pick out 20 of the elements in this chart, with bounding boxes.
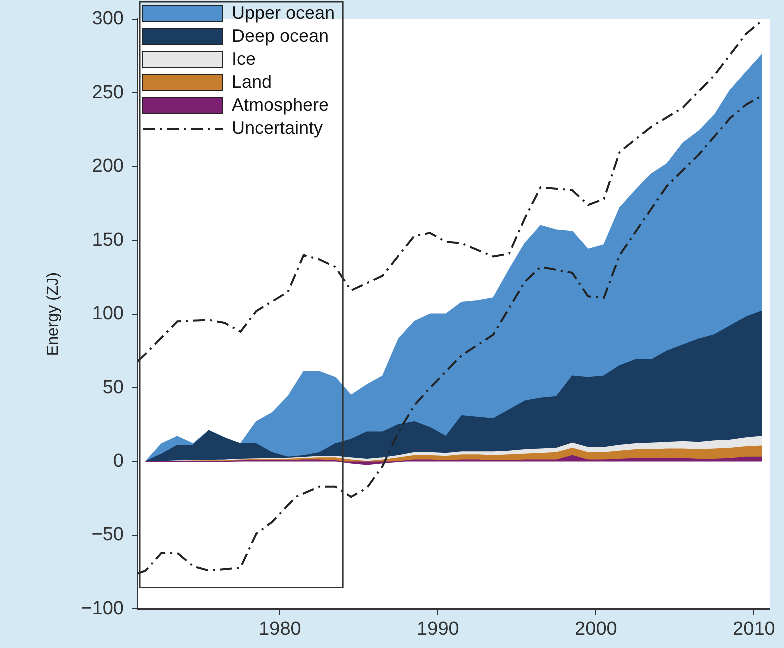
legend-label: Uncertainty <box>232 118 324 138</box>
legend-label: Upper ocean <box>232 2 336 23</box>
y-tick-label: 0 <box>113 450 124 472</box>
y-tick-label: 250 <box>92 82 124 104</box>
x-tick-label: 1980 <box>259 618 302 640</box>
legend-label: Land <box>232 72 272 92</box>
x-tick-label: 1990 <box>417 618 460 640</box>
y-axis-title: Energy (ZJ) <box>45 272 62 356</box>
x-tick-label: 2000 <box>575 618 618 640</box>
x-tick-label: 2010 <box>733 618 776 640</box>
y-tick-label: 300 <box>92 8 124 30</box>
y-tick-label: 150 <box>92 230 124 251</box>
legend-label: Atmosphere <box>232 94 330 115</box>
legend-label: Deep ocean <box>232 26 330 46</box>
legend-label: Ice <box>232 48 256 69</box>
y-tick-label: −100 <box>81 598 124 620</box>
y-tick-label: −50 <box>92 524 124 546</box>
y-tick-label: 100 <box>92 304 124 325</box>
y-tick-label: 50 <box>102 377 124 398</box>
y-tick-label: 200 <box>92 156 124 178</box>
